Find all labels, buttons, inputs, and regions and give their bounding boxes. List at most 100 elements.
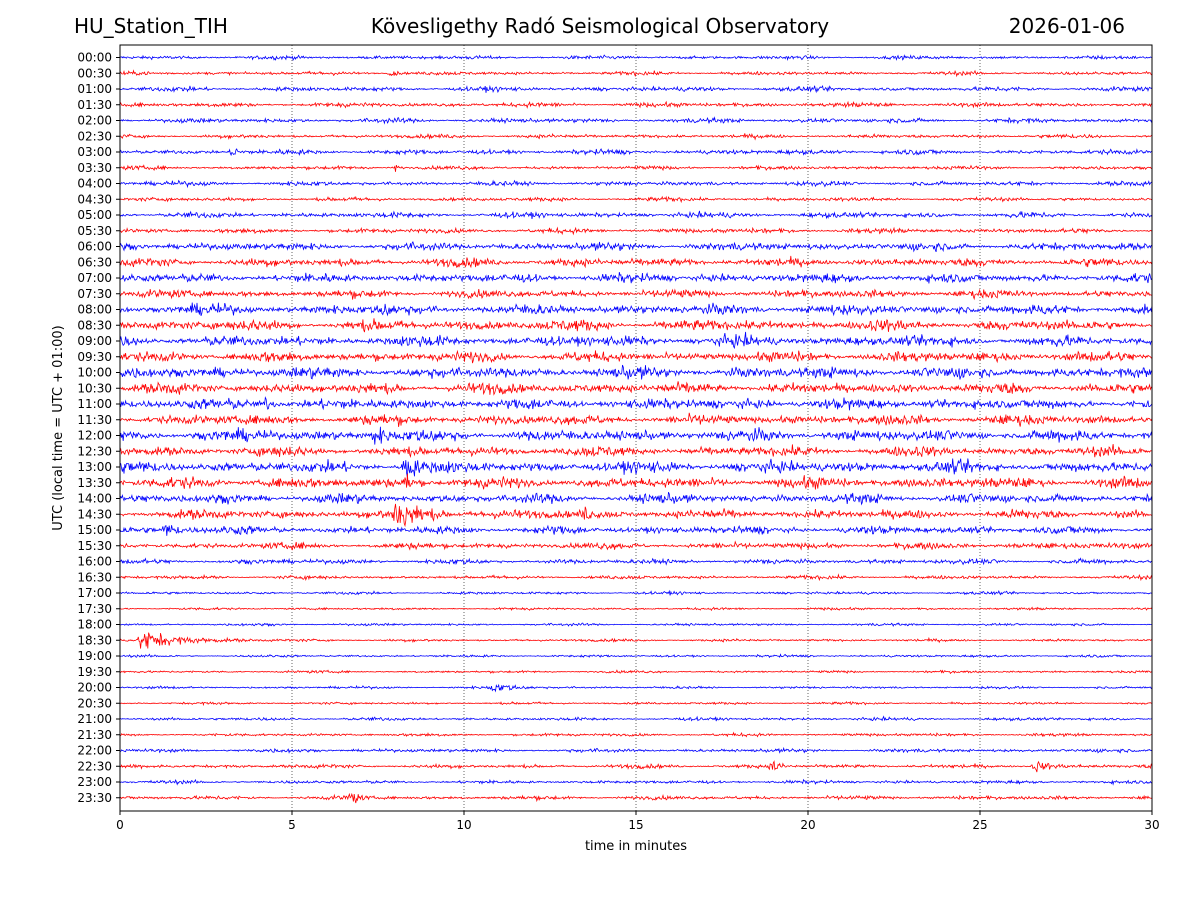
seismic-trace — [120, 606, 1153, 612]
seismic-trace — [119, 240, 1153, 253]
seismic-trace — [119, 148, 1153, 157]
x-axis: 0 5 10 15 20 25 30 — [116, 811, 1160, 832]
y-tick-label: 02:30 — [77, 129, 112, 143]
seismic-trace — [119, 524, 1153, 536]
y-tick-label: 10:00 — [77, 366, 112, 380]
seismic-trace — [119, 132, 1153, 141]
seismic-trace — [119, 272, 1153, 284]
y-tick-label: 03:00 — [77, 145, 112, 159]
y-tick-label: 08:30 — [77, 318, 112, 332]
date-title: 2026-01-06 — [1008, 14, 1125, 38]
y-tick-label: 09:30 — [77, 350, 112, 364]
seismic-trace — [119, 226, 1153, 236]
y-tick-label: 15:30 — [77, 539, 112, 553]
seismic-trace — [119, 731, 1153, 738]
seismic-trace — [119, 100, 1153, 109]
y-tick-label: 22:00 — [77, 744, 112, 758]
seismic-trace — [119, 116, 1153, 125]
trace-group — [119, 54, 1153, 804]
y-axis-label: UTC (local time = UTC + 01:00) — [51, 325, 66, 530]
seismic-trace — [119, 331, 1153, 350]
y-tick-label: 21:00 — [77, 712, 112, 726]
y-tick-label: 03:30 — [77, 161, 112, 175]
seismic-trace — [119, 573, 1153, 582]
seismic-trace — [119, 746, 1153, 754]
seismic-trace — [119, 589, 1153, 596]
seismic-trace — [119, 760, 1153, 773]
y-tick-label: 18:00 — [77, 618, 112, 632]
seismic-trace — [119, 69, 1153, 78]
y-tick-label: 20:00 — [77, 681, 112, 695]
y-tick-label: 06:30 — [77, 255, 112, 269]
y-tick-label: 13:00 — [77, 460, 112, 474]
seismic-trace — [119, 255, 1153, 269]
y-tick-label: 07:30 — [77, 287, 112, 301]
seismic-trace — [119, 302, 1153, 317]
y-tick-label: 05:30 — [77, 224, 112, 238]
y-tick-label: 19:00 — [77, 649, 112, 663]
y-tick-label: 00:30 — [77, 66, 112, 80]
seismic-trace — [119, 683, 1153, 693]
y-tick-label: 17:30 — [77, 602, 112, 616]
x-tick-label: 0 — [116, 818, 124, 832]
y-tick-label: 11:00 — [77, 397, 112, 411]
seismic-trace — [119, 349, 1153, 364]
x-tick-label: 15 — [628, 818, 643, 832]
seismic-trace — [119, 557, 1153, 566]
y-tick-label: 08:00 — [77, 303, 112, 317]
seismic-trace — [119, 792, 1153, 804]
y-tick-label: 12:30 — [77, 444, 112, 458]
seismic-trace — [119, 778, 1153, 786]
y-tick-label: 16:00 — [77, 555, 112, 569]
seismic-trace — [119, 364, 1153, 380]
y-tick-label: 09:00 — [77, 334, 112, 348]
seismic-trace — [119, 700, 1152, 707]
x-tick-label: 10 — [456, 818, 471, 832]
seismic-trace — [119, 84, 1153, 94]
seismic-trace — [119, 412, 1153, 427]
seismic-trace — [119, 540, 1153, 551]
seismic-trace — [119, 318, 1153, 333]
seismic-trace — [119, 492, 1153, 506]
y-tick-label: 23:00 — [77, 775, 112, 789]
y-tick-label: 00:00 — [77, 51, 112, 65]
grid-lines — [291, 45, 981, 811]
x-axis-label: time in minutes — [585, 839, 687, 854]
seismic-trace — [119, 443, 1153, 458]
y-tick-label: 16:30 — [77, 570, 112, 584]
seismic-trace — [119, 458, 1153, 478]
seismic-trace — [119, 653, 1153, 659]
y-tick-label: 22:30 — [77, 759, 112, 773]
station-title: HU_Station_TIH — [74, 14, 228, 38]
x-tick-label: 5 — [288, 818, 296, 832]
seismic-trace — [119, 503, 1153, 528]
y-tick-label: 15:00 — [77, 523, 112, 537]
y-tick-label: 23:30 — [77, 791, 112, 805]
y-tick-label: 19:30 — [77, 665, 112, 679]
seismic-trace — [119, 195, 1153, 204]
y-tick-label: 05:00 — [77, 208, 112, 222]
seismic-trace — [119, 54, 1153, 61]
x-tick-label: 30 — [1144, 818, 1159, 832]
seismic-trace — [119, 632, 1153, 649]
y-tick-label: 13:30 — [77, 476, 112, 490]
seismic-trace — [119, 622, 1152, 628]
y-tick-label: 18:30 — [77, 633, 112, 647]
seismic-trace — [119, 179, 1153, 189]
x-tick-label: 20 — [800, 818, 815, 832]
y-tick-label: 07:00 — [77, 271, 112, 285]
y-tick-label: 01:30 — [77, 98, 112, 112]
y-tick-label: 06:00 — [77, 240, 112, 254]
y-tick-label: 10:30 — [77, 381, 112, 395]
y-tick-label: 14:30 — [77, 507, 112, 521]
y-tick-label: 14:00 — [77, 492, 112, 506]
x-tick-label: 25 — [972, 818, 987, 832]
seismic-trace — [119, 669, 1153, 675]
seismic-trace — [119, 473, 1153, 490]
y-tick-label: 21:30 — [77, 728, 112, 742]
y-tick-label: 04:00 — [77, 177, 112, 191]
y-tick-label: 02:00 — [77, 114, 112, 128]
y-tick-label: 12:00 — [77, 429, 112, 443]
